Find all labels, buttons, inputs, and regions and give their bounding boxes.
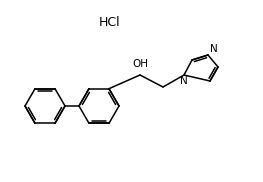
Text: N: N [180,76,188,86]
Text: HCl: HCl [99,15,121,29]
Text: OH: OH [132,59,148,69]
Text: N: N [210,44,218,54]
